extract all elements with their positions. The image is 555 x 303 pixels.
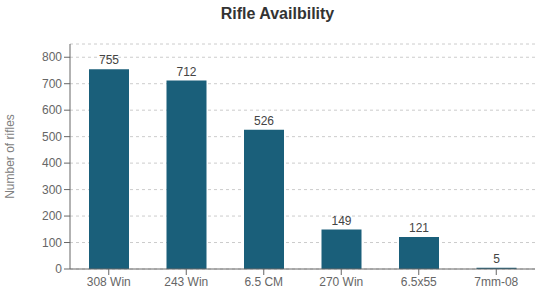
svg-text:7mm-08: 7mm-08	[474, 275, 518, 289]
svg-text:400: 400	[42, 156, 62, 170]
svg-text:100: 100	[42, 236, 62, 250]
svg-text:5: 5	[493, 252, 500, 266]
svg-text:600: 600	[42, 103, 62, 117]
svg-text:0: 0	[55, 262, 62, 276]
svg-text:6.5x55: 6.5x55	[401, 275, 437, 289]
svg-text:700: 700	[42, 77, 62, 91]
svg-text:308 Win: 308 Win	[87, 275, 131, 289]
svg-text:200: 200	[42, 209, 62, 223]
svg-text:121: 121	[409, 221, 429, 235]
svg-text:6.5 CM: 6.5 CM	[244, 275, 283, 289]
svg-text:300: 300	[42, 183, 62, 197]
html-text:Rifle Availbility: Rifle Availbility	[220, 5, 335, 22]
svg-text:243 Win: 243 Win	[164, 275, 208, 289]
svg-text:712: 712	[176, 65, 196, 79]
svg-text:Number of rifles: Number of rifles	[3, 114, 17, 199]
svg-text:149: 149	[331, 214, 351, 228]
svg-text:755: 755	[99, 53, 119, 67]
svg-text:800: 800	[42, 50, 62, 64]
svg-text:500: 500	[42, 130, 62, 144]
svg-text:270 Win: 270 Win	[319, 275, 363, 289]
svg-text:526: 526	[254, 114, 274, 128]
